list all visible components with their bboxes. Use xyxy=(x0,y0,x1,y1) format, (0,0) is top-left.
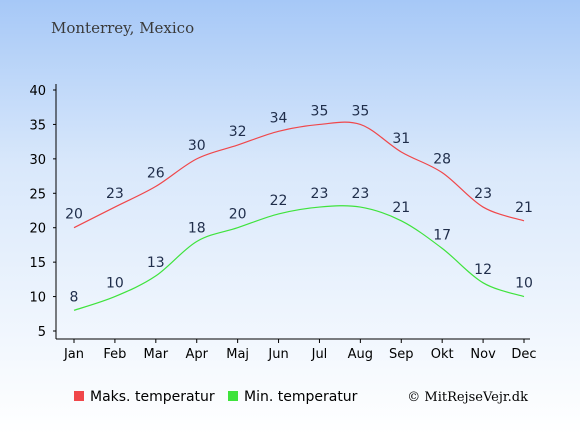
y-tick-label: 30 xyxy=(29,153,46,168)
min-data-label: 17 xyxy=(433,227,451,243)
max-data-label: 23 xyxy=(474,186,492,202)
axes: 5 10 15 20 25 30 35 40 Jan Feb Mar Apr Maj Jun Jul Aug S… xyxy=(29,84,537,362)
legend-swatch-min xyxy=(228,391,238,401)
x-tick-label: Dec xyxy=(511,347,536,362)
min-data-label: 8 xyxy=(70,289,79,305)
max-data-label: 21 xyxy=(515,200,533,216)
x-tick-label: Sep xyxy=(389,347,414,362)
min-data-label: 22 xyxy=(270,193,288,209)
max-temperature-line xyxy=(73,121,525,229)
temperature-chart: 5 10 15 20 25 30 35 40 Jan Feb Mar Apr Maj Jun Jul Aug S… xyxy=(29,84,537,362)
chart-location-title: Monterrey, Mexico xyxy=(51,19,195,37)
y-tick-label: 25 xyxy=(29,187,46,202)
min-data-label: 23 xyxy=(351,186,369,202)
data-labels: 20 23 26 30 32 34 35 35 31 28 23 21 8 10 13 18 20 22 23 23 2… xyxy=(65,103,533,305)
legend-label-min: Min. temperatur xyxy=(244,389,358,405)
x-tick-label: Jun xyxy=(267,347,288,362)
max-data-label: 20 xyxy=(65,207,83,223)
min-data-label: 13 xyxy=(147,255,165,271)
x-tick-label: Jul xyxy=(311,347,328,362)
max-data-label: 35 xyxy=(311,103,329,119)
y-tick-label: 10 xyxy=(29,291,46,306)
x-tick-label: Feb xyxy=(103,347,126,362)
max-data-label: 35 xyxy=(351,103,369,119)
min-data-label: 21 xyxy=(392,200,410,216)
x-tick-label: Jan xyxy=(63,347,84,362)
x-tick-label: Maj xyxy=(226,347,249,362)
min-temperature-line xyxy=(73,205,525,311)
max-data-label: 23 xyxy=(106,186,124,202)
min-data-label: 10 xyxy=(106,276,124,292)
y-tick-label: 40 xyxy=(29,84,46,99)
max-data-label: 31 xyxy=(392,131,410,147)
credit-text: © MitRejseVejr.dk xyxy=(407,390,528,405)
min-data-label: 10 xyxy=(515,276,533,292)
min-data-label: 23 xyxy=(311,186,329,202)
legend-item-min: Min. temperatur xyxy=(228,389,357,405)
max-data-label: 26 xyxy=(147,165,165,181)
x-tick-label: Okt xyxy=(431,347,454,362)
y-tick-label: 35 xyxy=(29,118,46,133)
max-data-label: 28 xyxy=(433,152,451,168)
x-tick-label: Aug xyxy=(348,347,373,362)
min-data-label: 12 xyxy=(474,262,492,278)
min-data-label: 18 xyxy=(188,220,206,236)
max-data-label: 34 xyxy=(270,110,288,126)
legend-label-max: Maks. temperatur xyxy=(90,389,215,405)
x-tick-label: Nov xyxy=(470,347,496,362)
series-lines xyxy=(73,121,525,311)
x-tick-label: Apr xyxy=(185,347,208,362)
x-tick-label: Mar xyxy=(144,347,169,362)
max-data-label: 30 xyxy=(188,138,206,154)
legend-swatch-max xyxy=(74,391,84,401)
y-tick-label: 20 xyxy=(29,222,46,237)
y-tick-label: 15 xyxy=(29,256,46,271)
legend-item-max: Maks. temperatur xyxy=(74,389,215,405)
min-data-label: 20 xyxy=(229,207,247,223)
max-data-label: 32 xyxy=(229,124,247,140)
y-tick-label: 5 xyxy=(38,325,46,340)
